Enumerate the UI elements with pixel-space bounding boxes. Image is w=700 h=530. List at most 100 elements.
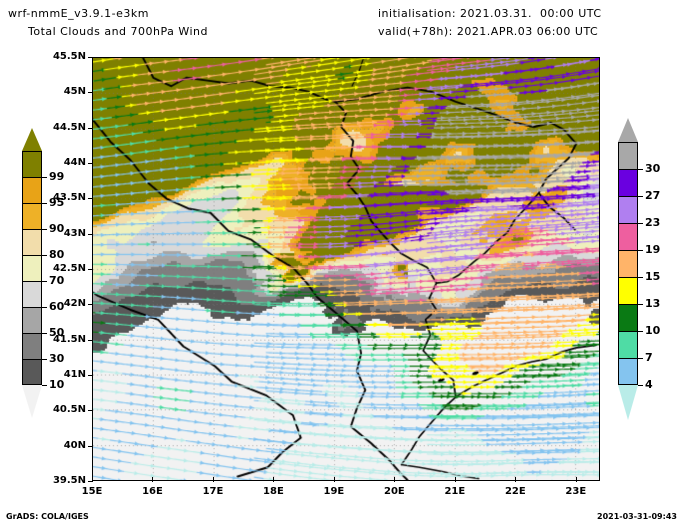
latitude-tick [88,163,93,164]
colorbar-under-arrow [618,385,638,420]
colorbar-segment [618,358,638,385]
longitude-tick [152,477,154,482]
colorbar-tick-label: 7 [645,351,653,365]
map-plot-area[interactable] [92,57,600,481]
colorbar-tick-label: 10 [49,378,65,392]
colorbar-segment [618,196,638,223]
colorbar-tick [638,304,643,306]
colorbar-segment [618,277,638,304]
colorbar-tick [638,277,643,279]
colorbar-tick-label: 90 [49,222,65,236]
latitude-tick-label: 44N [63,157,86,168]
longitude-tick-label: 16E [142,486,163,497]
colorbar-tick [638,169,643,171]
colorbar-segment [618,223,638,250]
initialisation-time: initialisation: 2021.03.31. 00:00 UTC [378,7,602,20]
model-title: wrf-nmmE_v3.9.1-e3km [8,7,149,20]
colorbar-tick-label: 13 [645,297,661,311]
colorbar-segment [22,229,42,255]
colorbar-tick-label: 70 [49,274,65,288]
colorbar-tick [42,177,47,179]
colorbar-tick-label: 4 [645,378,653,392]
longitude-tick-label: 21E [444,486,466,497]
grads-credit: GrADS: COLA/IGES [6,512,89,521]
colorbar-tick [638,196,643,198]
wind-streamline-layer [93,58,599,480]
colorbar-segment [22,281,42,307]
colorbar-segment [618,142,638,169]
colorbar-tick-label: 10 [645,324,661,338]
colorbar-segment [22,177,42,203]
latitude-tick-label: 41N [63,369,86,380]
latitude-tick [88,375,93,376]
colorbar-tick-label: 15 [645,270,661,284]
latitude-tick [88,92,93,94]
colorbar-segment [22,255,42,281]
latitude-tick-label: 45.5N [52,51,86,62]
longitude-tick-label: 19E [323,486,345,497]
latitude-tick-label: 44.5N [52,121,86,133]
colorbar-tick [638,331,643,333]
colorbar-tick-label: 80 [49,248,65,262]
latitude-tick-label: 39.5N [52,475,86,486]
longitude-tick-label: 20E [384,486,405,497]
colorbar-tick [638,250,643,252]
latitude-tick-label: 40N [63,439,86,451]
colorbar-tick [42,333,47,335]
colorbar-over-arrow [22,128,42,151]
colorbar-tick [638,358,643,360]
valid-time: valid(+78h): 2021.APR.03 06:00 UTC [378,25,599,38]
colorbar-tick-label: 19 [645,243,661,257]
colorbar-tick [42,255,47,257]
latitude-tick-label: 45N [63,86,86,98]
longitude-tick-label: 23E [565,486,587,497]
latitude-tick [88,57,93,58]
latitude-tick [88,481,93,482]
latitude-tick-label: 42N [63,298,86,310]
colorbar-segment [22,359,42,385]
colorbar-tick-label: 27 [645,189,661,203]
latitude-tick-label: 40.5N [52,404,86,416]
colorbar-tick [42,203,47,205]
colorbar-tick [638,223,643,225]
colorbar-segment [618,304,638,331]
colorbar-segment [618,331,638,358]
colorbar-tick [42,229,47,231]
latitude-tick [88,233,93,235]
longitude-tick [454,477,456,482]
latitude-tick-label: 43.5N [52,192,86,204]
colorbar-right-gradient [618,118,638,420]
longitude-tick [273,477,275,482]
longitude-tick [515,477,517,482]
colorbar-segment [22,333,42,359]
field-title: Total Clouds and 700hPa Wind [28,25,209,38]
longitude-tick [575,477,577,482]
longitude-tick [394,477,396,482]
latitude-tick-label: 42.5N [52,263,86,274]
colorbar-over-arrow [618,118,638,142]
colorbar-tick-label: 30 [49,352,65,366]
colorbar-segment [22,151,42,177]
colorbar-segment [618,169,638,196]
colorbar-tick-label: 99 [49,170,65,184]
colorbar-tick [42,359,47,361]
colorbar-left-gradient [22,128,42,418]
colorbar-tick [42,385,47,387]
colorbar-segment [22,307,42,333]
colorbar-tick [42,281,47,283]
latitude-tick [88,127,93,129]
colorbar-tick-label: 30 [645,162,661,176]
latitude-tick [88,445,93,447]
latitude-tick [88,410,93,412]
colorbar-segment [22,203,42,229]
colorbar-under-arrow [22,385,42,418]
render-timestamp: 2021-03-31-09:43 [597,512,677,521]
latitude-tick-label: 43N [63,227,86,239]
colorbar-tick-label: 95 [49,196,65,210]
latitude-tick [88,339,93,341]
longitude-tick-label: 15E [81,486,103,497]
colorbar-tick-label: 23 [645,216,661,230]
longitude-tick-label: 22E [504,486,526,497]
longitude-tick [92,477,93,482]
latitude-tick [88,198,93,200]
